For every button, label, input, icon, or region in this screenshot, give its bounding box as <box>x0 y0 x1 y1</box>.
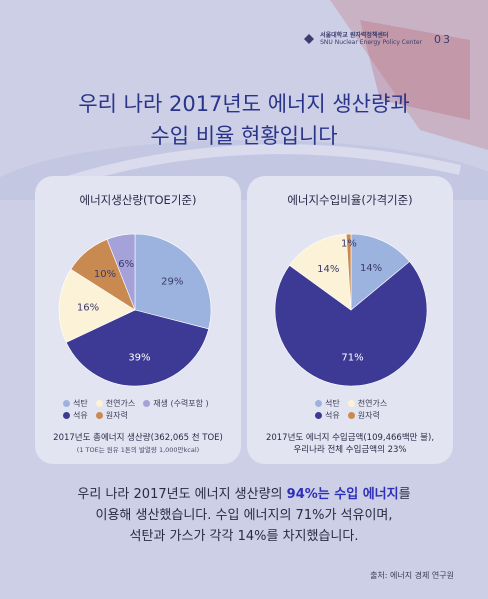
production-card: 에너지생산량(TOE기준) 29% 39% 16% 10% 6% 석탄 천연가스 재생 … <box>35 176 241 464</box>
pie-slice-coal <box>350 233 410 311</box>
legend-item-gas: 천연가스 <box>95 398 135 409</box>
production-note: 2017년도 총에너지 생산량(362,065 천 TOE) (1 TOE는 원… <box>35 432 241 456</box>
pie-slice-gas <box>58 268 136 343</box>
summary-highlight: 94%는 수입 에너지 <box>286 487 399 502</box>
page-number: 03 <box>434 32 452 46</box>
pie-label-nuclear: 1% <box>341 239 357 250</box>
pie-label-oil: 39% <box>128 352 150 363</box>
import-pie-chart: 14% 71% 14% 1% <box>274 233 428 387</box>
legend-item-oil: 석유 <box>315 410 340 421</box>
page-title: 우리 나라 2017년도 에너지 생산량과 수입 비율 현황입니다 <box>0 88 488 152</box>
production-note-text: 2017년도 총에너지 생산량(362,065 천 TOE) <box>53 433 223 443</box>
pie-label-coal: 14% <box>360 263 382 274</box>
summary-text: 우리 나라 2017년도 에너지 생산량의 94%는 수입 에너지를 이용해 생… <box>0 484 488 547</box>
legend-item-coal: 석탄 <box>63 398 88 409</box>
import-card: 에너지수입비율(가격기준) 14% 71% 14% 1% 석탄 천연가스 석유 원자력… <box>247 176 453 464</box>
legend-item-nuclear: 원자력 <box>347 410 380 421</box>
production-note-small: (1 TOE는 원유 1톤의 발열량 1,000만kcal) <box>76 446 200 454</box>
snu-logo-icon <box>304 34 315 44</box>
legend-item-renewable: 재생 (수력포함 ) <box>143 398 209 409</box>
production-pie-chart: 29% 39% 16% 10%6% <box>58 233 212 387</box>
import-note-line1: 2017년도 에너지 수입금액(109,466백만 불), <box>265 433 435 443</box>
pie-slice-gas <box>289 233 352 311</box>
summary-line1: 우리 나라 2017년도 에너지 생산량의 94%는 수입 에너지를 <box>77 487 411 502</box>
import-note: 2017년도 에너지 수입금액(109,466백만 불), 우리나라 전체 수입… <box>247 432 453 456</box>
pie-label-gas: 14% <box>317 264 339 275</box>
pie-label-gas: 16% <box>77 303 99 314</box>
pie-slice-renewable <box>106 233 136 311</box>
source-credit: 출처: 에너지 경제 연구원 <box>370 571 454 580</box>
legend-item-oil: 석유 <box>63 410 88 421</box>
summary-line3: 석탄과 가스가 각각 14%를 차지했습니다. <box>129 529 359 544</box>
summary-line2: 이용해 생산했습니다. 수입 에너지의 71%가 석유이며, <box>95 508 393 523</box>
pie-label-nuclear: 10% <box>94 269 116 280</box>
legend-item-nuclear: 원자력 <box>95 410 128 421</box>
import-chart-title: 에너지수입비율(가격기준) <box>287 193 413 207</box>
title-line2: 수입 비율 현황입니다 <box>150 124 338 148</box>
pie-slice-coal <box>134 233 212 330</box>
pie-slice-oil <box>65 309 209 387</box>
logo-line1: 서울대학교 원자력정책센터 <box>320 32 389 39</box>
import-note-line2: 우리나라 전체 수입금액의 23% <box>293 445 407 455</box>
title-line1: 우리 나라 2017년도 에너지 생산량과 <box>78 92 410 116</box>
pie-label-renewable: 6% <box>118 259 134 270</box>
pie-label-oil: 71% <box>341 353 363 364</box>
pie-slice-nuclear <box>345 233 352 311</box>
pie-label-coal: 29% <box>161 277 183 288</box>
legend-item-coal: 석탄 <box>315 398 340 409</box>
legend-item-gas: 천연가스 <box>347 398 387 409</box>
center-logo: 서울대학교 원자력정책센터 SNU Nuclear Energy Policy … <box>304 32 452 46</box>
logo-line2: SNU Nuclear Energy Policy Center <box>320 39 422 46</box>
production-chart-title: 에너지생산량(TOE기준) <box>79 193 197 207</box>
pie-slice-oil <box>274 261 428 387</box>
